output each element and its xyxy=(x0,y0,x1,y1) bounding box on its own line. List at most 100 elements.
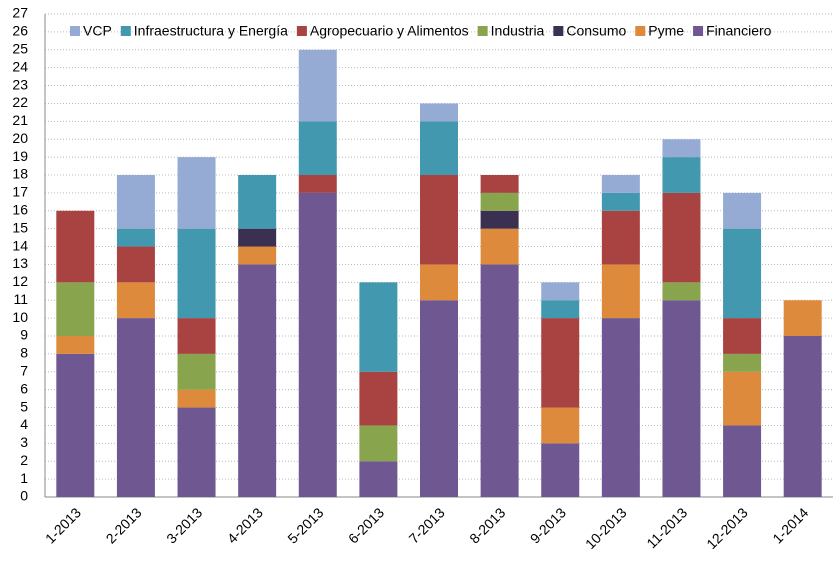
legend-swatch xyxy=(477,26,488,36)
y-tick-label: 3 xyxy=(20,434,28,450)
bar-segment xyxy=(298,121,337,175)
y-tick-label: 1 xyxy=(20,470,28,486)
x-tick-label: 1-2013 xyxy=(42,504,84,546)
bar-segment xyxy=(480,264,519,497)
bar-segment xyxy=(723,318,762,354)
y-tick-label: 26 xyxy=(12,23,28,39)
bar-segment xyxy=(601,192,640,211)
y-tick-label: 17 xyxy=(12,184,28,200)
bar-segment xyxy=(56,282,95,336)
x-tick-label: 5-2013 xyxy=(284,504,326,546)
x-tick-label: 2-2013 xyxy=(103,504,145,546)
y-tick-label: 18 xyxy=(12,166,28,182)
bar-segment xyxy=(601,175,640,193)
bar-segment xyxy=(662,192,701,283)
y-tick-label: 6 xyxy=(20,380,28,396)
legend-label: Infraestructura y Energía xyxy=(134,23,288,39)
x-tick-label: 10-2013 xyxy=(582,504,630,552)
y-tick-label: 19 xyxy=(12,148,28,164)
y-tick-label: 25 xyxy=(12,40,28,56)
bar-segment xyxy=(116,228,155,247)
y-tick-label: 4 xyxy=(20,416,28,432)
y-tick-label: 27 xyxy=(12,5,28,21)
bar-segment xyxy=(238,246,277,265)
bar-segment xyxy=(238,228,277,247)
bar-segment xyxy=(723,353,762,372)
x-tick-label: 12-2013 xyxy=(703,504,751,552)
bar-segment xyxy=(420,300,458,497)
bar-segment xyxy=(480,175,519,193)
bar-segment xyxy=(177,353,216,390)
bar-segment xyxy=(601,264,640,319)
y-tick-label: 5 xyxy=(20,398,28,414)
x-tick-label: 3-2013 xyxy=(163,504,205,546)
y-tick-label: 13 xyxy=(12,255,28,271)
bar-segment xyxy=(420,103,458,122)
y-tick-label: 23 xyxy=(12,76,28,92)
bar-segment xyxy=(783,336,822,497)
bar-segment xyxy=(116,318,155,497)
bar-segment xyxy=(723,228,762,319)
bar-segment xyxy=(662,282,701,301)
bar-segment xyxy=(662,157,701,193)
x-tick-label: 7-2013 xyxy=(406,504,448,546)
bar-segment xyxy=(662,300,701,497)
bar-segment xyxy=(480,228,519,265)
bar-segment xyxy=(56,353,95,497)
y-tick-label: 11 xyxy=(13,291,28,307)
bar-segment xyxy=(116,282,155,319)
bar-segment xyxy=(541,300,580,319)
bar-segment xyxy=(601,210,640,265)
y-tick-label: 12 xyxy=(12,273,28,289)
legend-swatch xyxy=(70,26,80,36)
bar-segment xyxy=(723,425,762,497)
bar-segment xyxy=(541,318,580,408)
bar-segment xyxy=(298,175,337,193)
bar-segment xyxy=(177,228,216,319)
y-tick-label: 21 xyxy=(12,112,28,128)
legend-label: Consumo xyxy=(566,23,626,39)
legend-label: Pyme xyxy=(648,23,684,39)
bar-segment xyxy=(177,407,216,497)
y-tick-label: 15 xyxy=(12,219,28,235)
bar-segment xyxy=(177,389,216,408)
bar-segment xyxy=(177,157,216,229)
bar-segment xyxy=(541,443,580,497)
bar-segment xyxy=(238,264,277,497)
bar-segment xyxy=(359,371,398,426)
x-tick-label: 4-2013 xyxy=(224,504,266,546)
y-tick-label: 7 xyxy=(20,362,28,378)
legend-swatch xyxy=(635,26,646,36)
bar-segment xyxy=(420,175,458,265)
bar-segment xyxy=(480,210,519,229)
y-tick-label: 9 xyxy=(20,327,28,343)
legend-label: Agropecuario y Alimentos xyxy=(310,23,469,39)
x-tick-label: 9-2013 xyxy=(527,504,569,546)
bar-segment xyxy=(359,461,398,497)
x-tick-label: 11-2013 xyxy=(643,504,690,551)
legend-label: Financiero xyxy=(706,23,772,39)
y-tick-label: 8 xyxy=(20,345,28,361)
bar-segment xyxy=(298,192,337,497)
y-tick-label: 14 xyxy=(12,237,28,253)
y-tick-label: 24 xyxy=(12,58,28,74)
legend-label: VCP xyxy=(83,23,112,39)
x-tick-label: 1-2014 xyxy=(769,504,811,546)
bar-segment xyxy=(723,192,762,229)
bar-segment xyxy=(783,300,822,336)
bar-segment xyxy=(116,246,155,283)
y-tick-label: 2 xyxy=(20,452,28,468)
bar-segment xyxy=(56,210,95,283)
y-tick-label: 10 xyxy=(12,309,28,325)
bar-segment xyxy=(298,49,337,122)
bar-segment xyxy=(480,192,519,211)
bar-segment xyxy=(359,425,398,462)
bar-segment xyxy=(116,175,155,229)
legend-swatch xyxy=(296,26,307,36)
legend-swatch xyxy=(553,26,564,36)
bar-segment xyxy=(56,336,95,354)
bar-segment xyxy=(177,318,216,354)
x-tick-label: 8-2013 xyxy=(466,504,508,546)
bar-segment xyxy=(420,264,458,301)
